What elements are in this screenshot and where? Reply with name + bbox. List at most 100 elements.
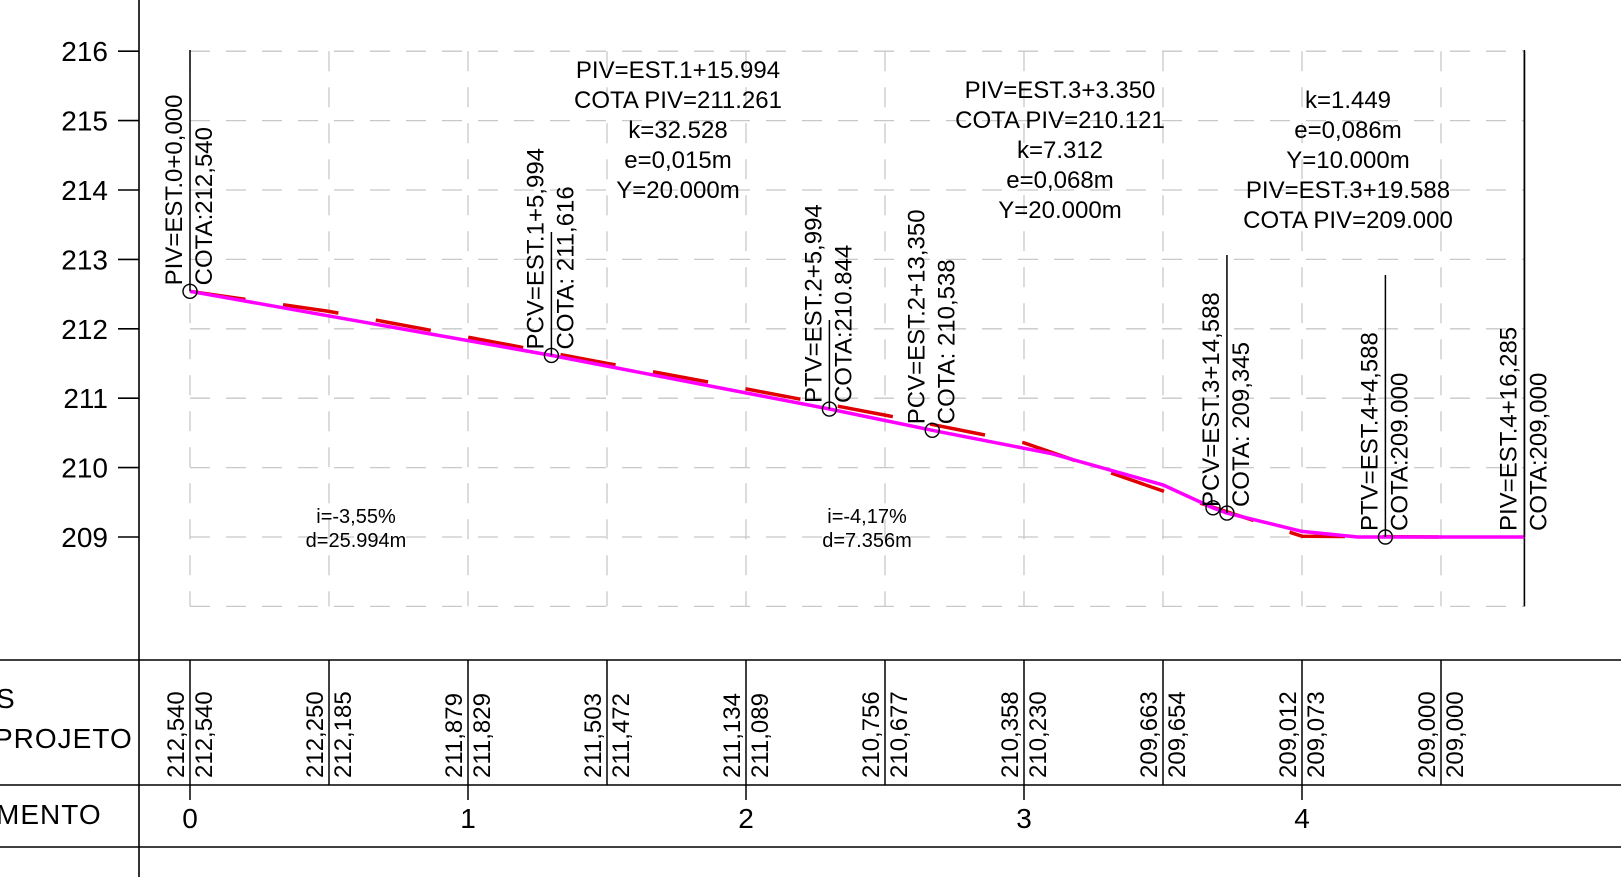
table-terreno-value-9: 209,000 — [1414, 691, 1441, 778]
point-marker-6 — [1377, 529, 1394, 545]
grid-layer — [189, 50, 1525, 608]
curve-annotation-2-line-1: e=0,086m — [1294, 117, 1401, 144]
y-axis: 216 215 214 213 212 211 210 209 — [61, 36, 139, 553]
table-projeto-value-8: 209,073 — [1303, 691, 1330, 778]
slope-label-0-line-1: d=25.994m — [306, 530, 407, 552]
curve-annotations: PIV=EST.1+15.994 COTA PIV=211.261 k=32.528… — [306, 57, 1453, 552]
station-label-5-cota: COTA:209.000 — [1386, 373, 1413, 531]
table-terreno-2: 211,879 — [441, 693, 468, 778]
slope-label-1-line-1: d=7.356m — [822, 530, 912, 552]
point-marker-5 — [1219, 505, 1235, 521]
table-projeto-5: 210,677 — [886, 691, 913, 778]
station-labels: PIV=EST.0+0,000 COTA:212,540 PCV=EST.1+5,9… — [161, 50, 1552, 545]
profile-lines — [189, 289, 1525, 539]
table-projeto-value-9: 209,000 — [1442, 691, 1469, 778]
table-terreno-3: 211,503 — [580, 693, 607, 778]
point-marker-2 — [821, 401, 838, 417]
table-projeto-8: 209,073 — [1303, 691, 1330, 778]
table-projeto-value-5: 210,677 — [886, 691, 913, 778]
table-terreno-value-4: 211,134 — [719, 693, 746, 778]
table-terreno-7: 209,663 — [1136, 691, 1163, 778]
station-label-4-cota: COTA: 209,345 — [1228, 342, 1255, 507]
station-number-4: 4 — [1294, 803, 1310, 834]
table-projeto-4: 211,089 — [747, 693, 774, 778]
table-projeto-value-3: 211,472 — [608, 693, 635, 778]
table-projeto-value-6: 210,230 — [1025, 691, 1052, 778]
table-terreno-value-3: 211,503 — [580, 693, 607, 778]
table-terreno-value-7: 209,663 — [1136, 691, 1163, 778]
y-tick-label-209: 209 — [61, 522, 108, 553]
curve-annotation-1-line-4: Y=20.000m — [998, 197, 1121, 224]
table-projeto-7: 209,654 — [1164, 691, 1191, 778]
y-tick-label-213: 213 — [61, 244, 108, 275]
station-label-4-name: PCV=EST.3+14,588 — [1198, 292, 1225, 507]
station-number-2: 2 — [738, 803, 754, 834]
station-label-5-name: PTV=EST.4+4,588 — [1356, 332, 1383, 531]
curve-annotation-2-line-3: PIV=EST.3+19.588 — [1246, 177, 1450, 204]
station-label-3: PCV=EST.2+13,350 COTA: 210,538 — [903, 209, 960, 424]
curve-annotation-1-line-2: k=7.312 — [1017, 137, 1103, 164]
y-tick-label-212: 212 — [61, 314, 108, 345]
curve-annotation-0-line-4: Y=20.000m — [616, 177, 739, 204]
table-terreno-0: 212,540 — [163, 691, 190, 778]
row-label-estaqueamento: MENTO — [0, 799, 102, 830]
slope-label-1-line-0: i=-4,17% — [827, 506, 907, 528]
station-label-6: PIV=EST.4+16,285 COTA:209,000 — [1495, 327, 1552, 531]
station-label-0: PIV=EST.0+0,000 COTA:212,540 — [161, 95, 218, 286]
curve-annotation-2-line-4: COTA PIV=209.000 — [1243, 207, 1453, 234]
curve-annotation-0-line-1: COTA PIV=211.261 — [574, 87, 782, 114]
slope-label-0-line-0: i=-3,55% — [316, 506, 396, 528]
table-terreno-6: 210,358 — [997, 691, 1024, 778]
table-projeto-value-2: 211,829 — [469, 693, 496, 778]
station-label-1: PCV=EST.1+5,994 COTA: 211,616 — [522, 148, 579, 349]
curve-annotation-2-line-2: Y=10.000m — [1286, 147, 1409, 174]
table-projeto-6: 210,230 — [1025, 691, 1052, 778]
y-tick-label-214: 214 — [61, 175, 108, 206]
station-label-2: PTV=EST.2+5,994 COTA:210.844 — [800, 204, 857, 403]
y-tick-label-215: 215 — [61, 106, 108, 137]
point-marker-0 — [182, 283, 198, 300]
station-label-6-name: PIV=EST.4+16,285 — [1495, 327, 1522, 531]
point-marker-1 — [543, 347, 560, 364]
y-tick-label-216: 216 — [61, 36, 108, 67]
table-terreno-value-5: 210,756 — [858, 691, 885, 778]
station-number-3: 3 — [1016, 803, 1032, 834]
table-projeto-value-4: 211,089 — [747, 693, 774, 778]
table-projeto-value-1: 212,185 — [330, 691, 357, 778]
table-projeto-1: 212,185 — [330, 691, 357, 778]
station-label-0-cota: COTA:212,540 — [191, 127, 218, 285]
station-label-2-cota: COTA:210.844 — [830, 245, 857, 403]
station-label-1-cota: COTA: 211,616 — [552, 186, 579, 349]
station-label-6-cota: COTA:209,000 — [1525, 373, 1552, 531]
profile-table: S PROJETO MENTO 212,540 212,540 212,250 212,18… — [0, 660, 1469, 834]
station-number-0: 0 — [182, 803, 198, 834]
station-label-3-cota: COTA: 210,538 — [933, 259, 960, 424]
curve-annotation-1-line-3: e=0,068m — [1006, 167, 1113, 194]
curve-annotation-0-line-0: PIV=EST.1+15.994 — [576, 57, 780, 84]
table-terreno-9: 209,000 — [1414, 691, 1441, 778]
table-terreno-8: 209,012 — [1275, 691, 1302, 778]
table-terreno-1: 212,250 — [302, 691, 329, 778]
point-marker-4 — [1205, 500, 1221, 516]
table-projeto-value-7: 209,654 — [1164, 691, 1191, 778]
table-terreno-5: 210,756 — [858, 691, 885, 778]
station-label-5: PTV=EST.4+4,588 COTA:209.000 — [1356, 332, 1413, 531]
station-label-1-name: PCV=EST.1+5,994 — [522, 148, 549, 349]
station-label-3-name: PCV=EST.2+13,350 — [903, 209, 930, 424]
y-tick-label-210: 210 — [61, 453, 108, 484]
station-number-1: 1 — [460, 803, 476, 834]
station-label-4: PCV=EST.3+14,588 COTA: 209,345 — [1198, 292, 1255, 507]
table-projeto-3: 211,472 — [608, 693, 635, 778]
table-terreno-value-1: 212,250 — [302, 691, 329, 778]
table-terreno-value-8: 209,012 — [1275, 691, 1302, 778]
row-label-projeto: PROJETO — [0, 723, 133, 754]
table-projeto-2: 211,829 — [469, 693, 496, 778]
table-terreno-value-2: 211,879 — [441, 693, 468, 778]
y-tick-label-211: 211 — [63, 383, 108, 414]
table-projeto-9: 209,000 — [1442, 691, 1469, 778]
table-projeto-0: 212,540 — [191, 691, 218, 778]
row-label-terreno: S — [0, 683, 16, 714]
table-terreno-value-6: 210,358 — [997, 691, 1024, 778]
table-terreno-value-0: 212,540 — [163, 691, 190, 778]
